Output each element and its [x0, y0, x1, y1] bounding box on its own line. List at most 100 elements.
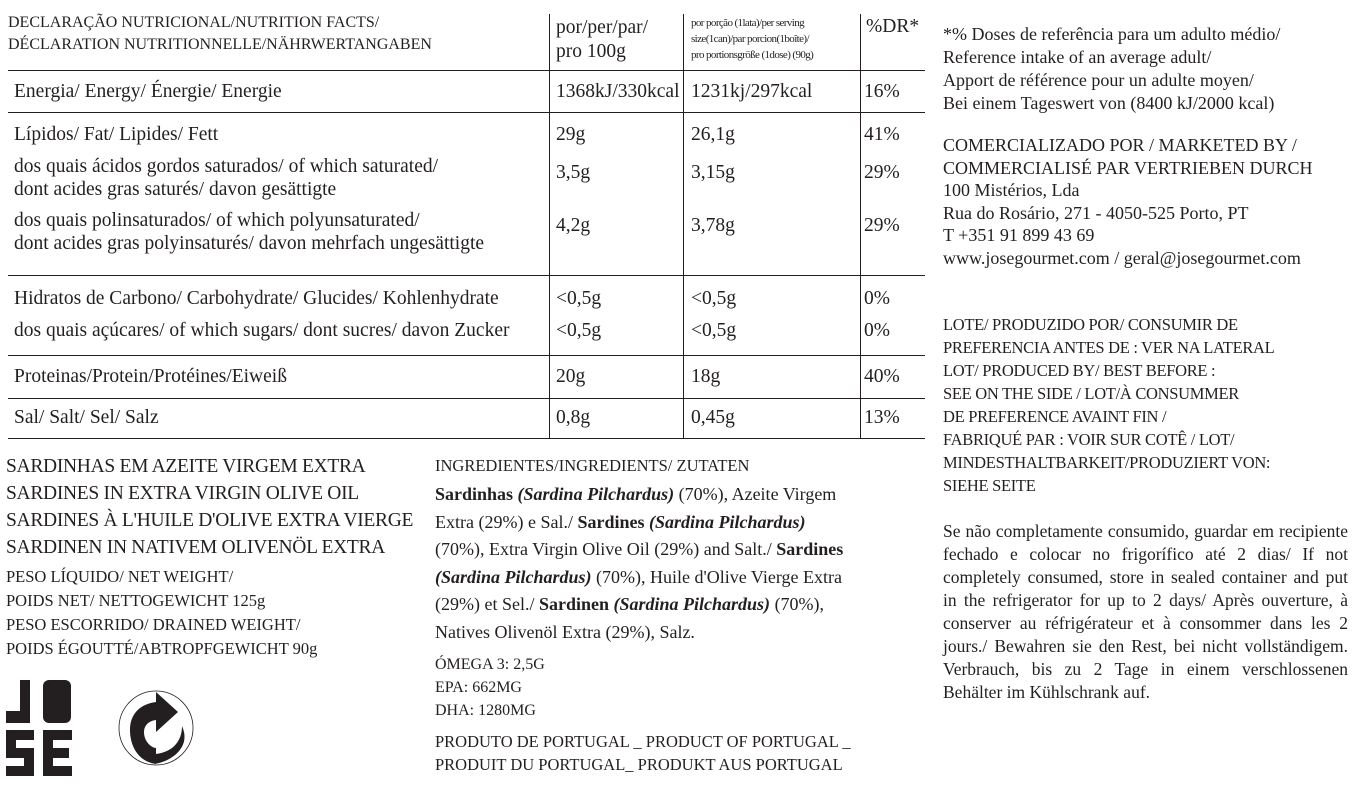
lot-info: SEE ON THE SIDE / LOT/À CONSUMMER	[943, 384, 1239, 403]
dr-value: 29%	[864, 162, 900, 183]
product-name: SARDINEN IN NATIVEM OLIVENÖL EXTRA	[6, 537, 386, 558]
omega-info: DHA: 1280MG	[435, 702, 536, 719]
dr-value: 16%	[864, 81, 900, 102]
lot-info: LOTE/ PRODUZIDO POR/ CONSUMIR DE	[943, 315, 1238, 334]
per100-value: <0,5g	[556, 320, 602, 341]
ingredients-segment: (70%), Azeite Virgem	[674, 484, 837, 504]
ingredients-segment: (Sardina Pilchardus)	[435, 566, 592, 587]
dr-header: %DR*	[866, 16, 920, 37]
serving-value: 3,78g	[691, 215, 735, 236]
dr-value: 0%	[864, 288, 890, 309]
serving-value: 0,45g	[691, 407, 735, 428]
ingredients-line: Extra (29%) e Sal./ Sardines (Sardina Pi…	[435, 513, 806, 531]
dr-value: 41%	[864, 124, 900, 145]
divider	[8, 438, 925, 439]
serving-value: 3,15g	[691, 162, 735, 183]
divider	[549, 14, 550, 438]
per100-value: 20g	[556, 366, 586, 387]
storage-instructions: Se não completamente consumido, guardar …	[943, 521, 1348, 702]
marketed-by-info: T +351 91 899 43 69	[943, 225, 1095, 246]
lot-info: MINDESTHALTBARKEIT/PRODUZIERT VON:	[943, 453, 1271, 472]
lot-info: PREFERENCIA ANTES DE : VER NA LATERAL	[943, 338, 1275, 357]
dr-value: 40%	[864, 366, 900, 387]
ingredients-segment: (70%),	[770, 594, 825, 614]
dr-value: 0%	[864, 320, 890, 341]
table-title: DECLARAÇÃO NUTRICIONAL/NUTRITION FACTS/	[8, 14, 380, 31]
table-title: DÉCLARATION NUTRITIONNELLE/NÄHRWERTANGAB…	[8, 36, 432, 53]
ingredients-segment: (70%), Huile d'Olive Vierge Extra	[591, 566, 842, 587]
divider	[8, 112, 925, 113]
ingredients-segment: Sardines	[776, 539, 844, 559]
per100-value: 0,8g	[556, 407, 591, 428]
nutrient-label: Energia/ Energy/ Énergie/ Energie	[14, 81, 282, 102]
serving-header: pro portionsgröße (1dose) (90g)	[691, 49, 814, 61]
nutrient-label: Proteinas/Protein/Protéines/Eiweiß	[14, 366, 287, 387]
nutrient-label: dos quais ácidos gordos saturados/ of wh…	[14, 156, 439, 177]
divider	[8, 355, 925, 356]
reference-intake-note: Reference intake of an average adult/	[943, 47, 1212, 67]
ingredients-line: (70%), Extra Virgin Olive Oil (29%) and …	[435, 540, 843, 558]
divider	[8, 70, 925, 71]
green-dot-recycle-icon	[118, 690, 194, 766]
nutrient-label: Hidratos de Carbono/ Carbohydrate/ Gluci…	[14, 288, 499, 309]
ingredients-line: Natives Olivenöl Extra (29%), Salz.	[435, 623, 695, 641]
jose-logo	[6, 680, 72, 776]
divider	[8, 275, 925, 276]
ingredients-segment: (Sardina Pilchardus)	[648, 511, 806, 532]
marketed-by-info: Rua do Rosário, 271 - 4050-525 Porto, PT	[943, 202, 1249, 223]
weight-info: PESO LÍQUIDO/ NET WEIGHT/	[6, 567, 234, 586]
omega-info: EPA: 662MG	[435, 679, 522, 696]
per100-header: por/per/par/	[556, 17, 649, 38]
serving-value: 1231kj/297kcal	[691, 81, 813, 102]
origin-info: PRODUTO DE PORTUGAL _ PRODUCT OF PORTUGA…	[435, 732, 851, 751]
serving-value: 18g	[691, 366, 721, 387]
nutrient-label: Lípidos/ Fat/ Lipides/ Fett	[14, 124, 219, 145]
per100-header: pro 100g	[556, 41, 626, 62]
per100-value: 29g	[556, 124, 586, 145]
nutrient-label: dont acides gras polyinsaturés/ davon me…	[14, 233, 485, 254]
per100-value: 4,2g	[556, 215, 591, 236]
ingredients-segment: Sardinen	[538, 594, 614, 614]
nutrient-label: dos quais polinsaturados/ of which polyu…	[14, 210, 420, 231]
ingredients-segment: Sardines	[577, 511, 649, 532]
serving-header: por porção (1lata)/per serving	[691, 17, 805, 29]
serving-value: <0,5g	[691, 320, 737, 341]
ingredients-segment: Extra (29%) e Sal./	[435, 511, 578, 532]
nutrient-label: dont acides gras saturés/ davon gesättig…	[14, 179, 337, 200]
lot-info: SIEHE SEITE	[943, 476, 1036, 495]
per100-value: 1368kJ/330kcal	[556, 81, 680, 102]
reference-intake-note: *% Doses de referência para um adulto mé…	[943, 24, 1281, 44]
omega-info: ÓMEGA 3: 2,5G	[435, 656, 545, 673]
dr-value: 29%	[864, 215, 900, 236]
weight-info: PESO ESCORRIDO/ DRAINED WEIGHT/	[6, 615, 301, 634]
ingredients-segment: (Sardina Pilchardus)	[613, 594, 771, 614]
divider	[8, 398, 925, 399]
per100-value: 3,5g	[556, 162, 591, 183]
nutrient-label: Sal/ Salt/ Sel/ Salz	[14, 407, 159, 428]
ingredients-segment: Natives Olivenöl Extra (29%), Salz.	[435, 621, 695, 642]
origin-info: PRODUIT DU PORTUGAL_ PRODUKT AUS PORTUGA…	[435, 755, 843, 774]
dr-value: 13%	[864, 407, 900, 428]
ingredients-line: Sardinhas (Sardina Pilchardus) (70%), Az…	[435, 485, 836, 503]
serving-value: 26,1g	[691, 124, 735, 145]
marketed-by-info: 100 Mistérios, Lda	[943, 180, 1080, 201]
weight-info: POIDS NET/ NETTOGEWICHT 125g	[6, 591, 266, 610]
ingredients-segment: (70%), Extra Virgin Olive Oil (29%) and …	[435, 539, 777, 559]
reference-intake-note: Bei einem Tageswert von (8400 kJ/2000 kc…	[943, 93, 1275, 113]
serving-header: size(1can)/par porcion(1boîte)/	[691, 33, 810, 45]
weight-info: POIDS ÉGOUTTÉ/ABTROPFGEWICHT 90g	[6, 639, 318, 658]
marketed-by-info: COMERCIALIZADO POR / MARKETED BY /	[943, 135, 1297, 155]
product-name: SARDINES À L'HUILE D'OLIVE EXTRA VIERGE	[6, 510, 414, 531]
product-name: SARDINES IN EXTRA VIRGIN OLIVE OIL	[6, 483, 359, 504]
divider	[683, 14, 684, 438]
ingredients-line: (Sardina Pilchardus) (70%), Huile d'Oliv…	[435, 568, 842, 586]
ingredients-segment: Sardinhas	[435, 484, 518, 504]
lot-info: LOT/ PRODUCED BY/ BEST BEFORE :	[943, 361, 1216, 380]
product-name: SARDINHAS EM AZEITE VIRGEM EXTRA	[6, 456, 366, 477]
serving-value: <0,5g	[691, 288, 737, 309]
lot-info: DE PREFERENCE AVAINT FIN /	[943, 407, 1167, 426]
nutrient-label: dos quais açúcares/ of which sugars/ don…	[14, 320, 510, 341]
marketed-by-info: COMMERCIALISÉ PAR VERTRIEBEN DURCH	[943, 157, 1313, 178]
ingredients-segment: (Sardina Pilchardus)	[517, 484, 675, 504]
